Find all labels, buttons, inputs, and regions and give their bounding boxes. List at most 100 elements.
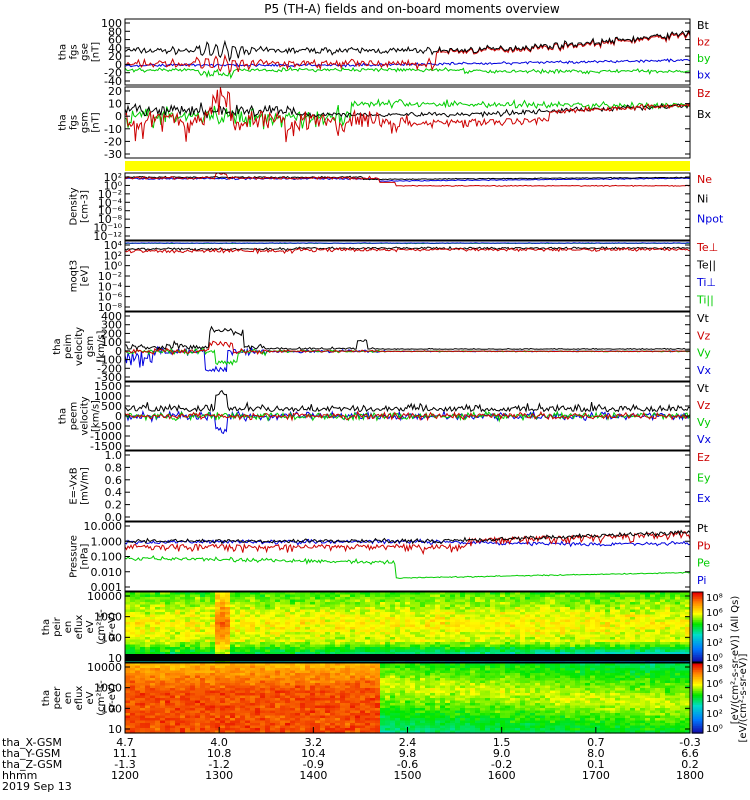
series-te-par: [124, 245, 691, 252]
y-axis-label: Pressure [nPa]: [69, 535, 91, 578]
y-label-line: [km/s]: [91, 400, 102, 432]
legend-label: Vx: [697, 433, 712, 446]
y-tick-label: 20: [108, 85, 122, 98]
y-label-line: gsm: [85, 336, 96, 357]
y-axis-ticks: 10.000 1.000 0.100 0.010 0.001: [84, 520, 690, 594]
y-tick-label: 300: [101, 319, 122, 332]
y-label-line: tha: [41, 690, 52, 706]
x-tick-label: 10.4: [301, 747, 326, 760]
legend-label: Bx: [697, 108, 712, 121]
legend-label: Npot: [697, 212, 724, 225]
panel-peer-spec: 10000 1000 100 10 tha peer en eflux eV (cm²-s-sr-…: [41, 661, 691, 736]
y-label-line: en: [63, 621, 74, 634]
legend-label: Ez: [697, 451, 710, 464]
legend-label: Vy: [697, 347, 711, 360]
y-tick-label: 10: [108, 723, 122, 736]
y-tick-label: 10⁻⁸: [98, 301, 123, 314]
legend-label: Pe: [697, 557, 710, 570]
y-label-line: peer: [52, 686, 63, 710]
panel-plot-area: [124, 389, 691, 435]
y-label-line: (cm²-s-: [96, 680, 107, 716]
legend-label: Vt: [697, 382, 710, 395]
y-label-line: sr-eV): [107, 612, 118, 641]
series-te-perp: [124, 247, 691, 255]
y-label-line: tha: [41, 619, 52, 635]
y-tick-label: 100: [101, 17, 122, 30]
legend-label: Ex: [697, 492, 711, 505]
y-axis-ticks: 1.00.80.60.40.20.0: [105, 449, 690, 524]
panel-frame: [124, 311, 691, 382]
x-tick-label: 0.7: [587, 736, 605, 749]
y-tick-label: 10²: [104, 171, 122, 184]
y-label-line: [eV]: [80, 266, 91, 287]
x-tick-label: 1.5: [493, 736, 511, 749]
y-tick-label: 0: [115, 58, 122, 71]
y-label-line: [nT]: [91, 112, 102, 132]
colorbar-tick: 10⁸: [706, 664, 723, 675]
series-bz: [124, 87, 691, 143]
y-tick-label: -20: [104, 135, 122, 148]
legend-label: Pb: [697, 539, 711, 552]
colorbar-tick: 10⁶: [706, 679, 723, 690]
y-axis-ticks: 10000 1000 100 10: [87, 590, 690, 665]
series-vz: [124, 410, 691, 422]
x-tick-label: 3.2: [305, 736, 323, 749]
y-tick-label: -300: [97, 371, 122, 384]
x-tick-label: 1800: [676, 769, 704, 782]
y-tick-label: 1000: [94, 611, 122, 624]
x-axis: tha_X-GSM 4.7 4.0 3.2 2.4 1.5 0.7 -0.3 tha_Y-GSM…: [2, 727, 704, 793]
y-tick-label: 100: [101, 702, 122, 715]
y-tick-label: 200: [101, 327, 122, 340]
y-tick-label: 10⁻⁴: [98, 196, 123, 209]
series-bz: [124, 31, 691, 74]
x-row-label: tha_Z-GSM: [2, 758, 62, 771]
legend: Vt Vz Vy Vx: [697, 382, 712, 446]
y-tick-label: 400: [101, 310, 122, 323]
legend-label: Pi: [697, 574, 706, 587]
y-tick-label: 100: [101, 336, 122, 349]
y-label-line: [km/s]: [96, 330, 107, 362]
y-axis-label: tha fgs gsm [nT]: [58, 112, 102, 133]
legend: Bt bz by bx: [697, 19, 711, 82]
colorbar-tick: 10²: [706, 638, 723, 649]
plot-date: 2019 Sep 13: [2, 780, 72, 793]
y-label-line: [nPa]: [80, 543, 91, 569]
y-axis-label: Density [cm-3]: [69, 187, 91, 225]
series-ni: [124, 175, 691, 181]
x-tick-label: 4.7: [116, 736, 134, 749]
y-label-line: eflux: [74, 615, 85, 640]
y-tick-label: 20: [108, 50, 122, 63]
x-tick-label: 1300: [205, 769, 233, 782]
x-tick-label: 9.0: [493, 747, 511, 760]
x-tick-label: 0.2: [681, 758, 699, 771]
spectrogram-floor-band: [125, 654, 690, 661]
y-tick-label: 0.100: [91, 551, 123, 564]
x-tick-label: 8.0: [587, 747, 605, 760]
panel-frame: [124, 591, 691, 663]
series-bz-green: [124, 98, 691, 130]
y-label-line: (cm²-s-: [96, 609, 107, 645]
x-tick-label: 4.0: [210, 736, 228, 749]
x-tick-label: -0.3: [679, 736, 700, 749]
y-tick-label: 0.2: [105, 499, 123, 512]
x-tick-label: -1.2: [208, 758, 229, 771]
x-row-label: tha_X-GSM: [2, 736, 62, 749]
y-label-line: fgs: [69, 44, 80, 59]
y-tick-label: 1000: [94, 682, 122, 695]
y-label-line: velocity: [80, 396, 91, 435]
legend-label: bx: [697, 69, 711, 82]
y-label-line: Density: [69, 187, 80, 225]
legend: Bz Bx: [697, 87, 712, 121]
y-tick-label: -10: [104, 123, 122, 136]
y-tick-label: 0: [115, 345, 122, 358]
y-tick-label: 0.001: [91, 581, 123, 594]
x-tick-label: -0.9: [303, 758, 324, 771]
y-label-line: eV: [85, 691, 96, 704]
legend: Te⊥ Te|| Ti⊥ Ti||: [696, 241, 718, 307]
y-tick-label: 1.0: [105, 449, 123, 462]
